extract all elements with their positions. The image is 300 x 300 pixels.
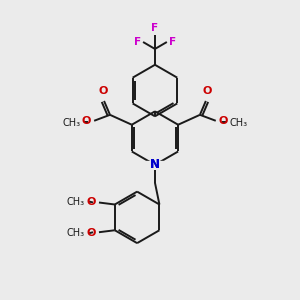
Text: CH₃: CH₃ [62, 118, 80, 128]
Text: O: O [202, 86, 212, 96]
Text: O: O [219, 116, 228, 126]
Text: N: N [150, 158, 160, 171]
Text: N: N [150, 158, 160, 171]
Text: O: O [82, 116, 91, 126]
Text: CH₃: CH₃ [230, 118, 247, 128]
Text: O: O [87, 196, 96, 206]
Text: F: F [152, 23, 158, 33]
Text: F: F [134, 37, 141, 47]
Text: F: F [169, 37, 176, 47]
Text: O: O [98, 86, 108, 96]
Text: CH₃: CH₃ [66, 228, 84, 238]
Text: O: O [87, 228, 96, 238]
Text: CH₃: CH₃ [66, 196, 84, 206]
